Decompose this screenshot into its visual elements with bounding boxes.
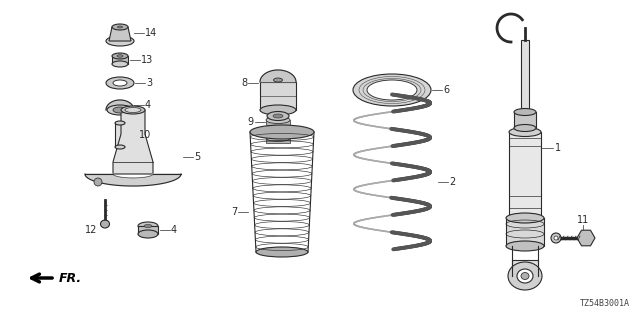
Text: TZ54B3001A: TZ54B3001A <box>580 299 630 308</box>
Text: FR.: FR. <box>59 271 82 284</box>
Text: 3: 3 <box>146 78 152 88</box>
Ellipse shape <box>506 213 544 223</box>
Ellipse shape <box>100 220 109 228</box>
Text: 10: 10 <box>139 130 151 140</box>
Bar <box>266 129 290 134</box>
Ellipse shape <box>266 116 290 124</box>
Ellipse shape <box>266 134 290 141</box>
Ellipse shape <box>521 273 529 279</box>
Bar <box>115 123 125 147</box>
Ellipse shape <box>260 105 296 115</box>
Bar <box>514 112 536 128</box>
Bar <box>266 120 290 125</box>
Ellipse shape <box>115 145 125 149</box>
Text: 8: 8 <box>241 78 247 88</box>
Text: 4: 4 <box>171 225 177 235</box>
Ellipse shape <box>554 236 558 240</box>
Ellipse shape <box>273 114 283 118</box>
Bar <box>260 82 296 110</box>
Ellipse shape <box>138 222 158 230</box>
Ellipse shape <box>267 111 289 121</box>
Polygon shape <box>106 100 134 110</box>
Text: 14: 14 <box>145 28 157 38</box>
Text: 2: 2 <box>449 177 455 187</box>
Bar <box>112 56 128 64</box>
Bar <box>506 218 544 246</box>
Ellipse shape <box>353 74 431 106</box>
Ellipse shape <box>138 230 158 238</box>
Polygon shape <box>109 27 131 41</box>
Ellipse shape <box>113 107 127 113</box>
Text: 1: 1 <box>555 143 561 153</box>
Ellipse shape <box>118 26 122 28</box>
Polygon shape <box>260 70 296 82</box>
Ellipse shape <box>106 77 134 89</box>
Ellipse shape <box>112 61 128 67</box>
Ellipse shape <box>517 269 533 283</box>
Ellipse shape <box>125 108 141 113</box>
Text: 9: 9 <box>248 117 254 127</box>
Ellipse shape <box>117 55 123 57</box>
Ellipse shape <box>250 125 314 139</box>
Text: 5: 5 <box>194 152 200 162</box>
Text: 12: 12 <box>84 225 97 235</box>
Bar <box>266 138 290 143</box>
Ellipse shape <box>106 36 134 46</box>
Bar <box>509 132 541 218</box>
Ellipse shape <box>551 233 561 243</box>
Text: 4: 4 <box>145 100 151 110</box>
Ellipse shape <box>94 178 102 186</box>
Ellipse shape <box>367 80 417 100</box>
Ellipse shape <box>256 247 308 257</box>
Ellipse shape <box>115 121 125 125</box>
Ellipse shape <box>506 241 544 251</box>
Text: 11: 11 <box>577 215 589 225</box>
Ellipse shape <box>509 213 541 222</box>
Ellipse shape <box>112 24 128 30</box>
Polygon shape <box>113 110 153 174</box>
Text: 13: 13 <box>141 55 153 65</box>
Ellipse shape <box>273 78 282 82</box>
Text: 6: 6 <box>443 85 449 95</box>
Ellipse shape <box>509 127 541 137</box>
Ellipse shape <box>113 80 127 86</box>
Ellipse shape <box>266 125 290 132</box>
Bar <box>138 226 158 234</box>
Ellipse shape <box>144 225 152 228</box>
Ellipse shape <box>112 53 128 59</box>
Ellipse shape <box>514 108 536 116</box>
Polygon shape <box>85 174 181 186</box>
Ellipse shape <box>508 262 542 290</box>
Ellipse shape <box>514 124 536 132</box>
Polygon shape <box>577 230 595 246</box>
Ellipse shape <box>121 106 145 114</box>
Bar <box>512 260 538 276</box>
Text: 7: 7 <box>231 207 237 217</box>
Ellipse shape <box>107 105 133 115</box>
Bar <box>521 40 529 130</box>
